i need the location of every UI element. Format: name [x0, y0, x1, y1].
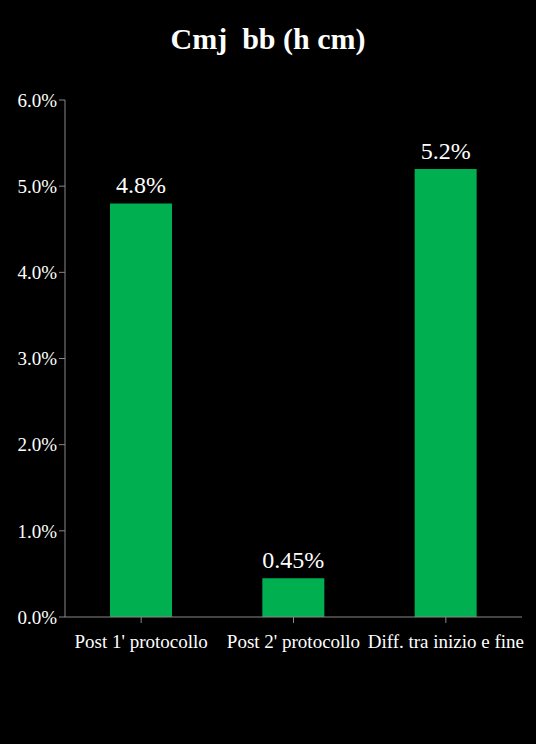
- svg-text:0.0%: 0.0%: [17, 607, 57, 628]
- svg-text:Post 2' protocollo: Post 2' protocollo: [227, 631, 360, 652]
- svg-text:Post 1' protocollo: Post 1' protocollo: [75, 631, 208, 652]
- html-text:Cmj bb (h cm): Cmj bb (h cm): [170, 22, 366, 55]
- svg-text:Diff. tra inizio e fine: Diff. tra inizio e fine: [368, 631, 524, 652]
- svg-text:6.0%: 6.0%: [17, 90, 57, 111]
- svg-text:1.0%: 1.0%: [17, 521, 57, 542]
- svg-text:2.0%: 2.0%: [17, 434, 57, 455]
- svg-text:0.45%: 0.45%: [262, 547, 324, 573]
- svg-text:4.8%: 4.8%: [116, 172, 166, 198]
- svg-text:5.2%: 5.2%: [421, 138, 471, 164]
- svg-text:3.0%: 3.0%: [17, 348, 57, 369]
- svg-text:4.0%: 4.0%: [17, 262, 57, 283]
- svg-text:5.0%: 5.0%: [17, 176, 57, 197]
